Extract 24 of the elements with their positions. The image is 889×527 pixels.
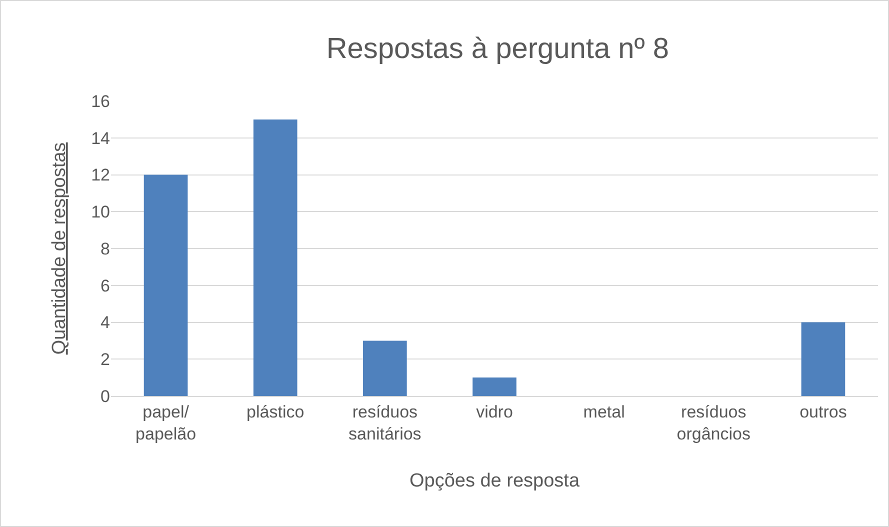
- x-tick-label: papel/papelão: [136, 402, 196, 444]
- bar: [363, 340, 407, 396]
- y-tick-label: 12: [91, 166, 110, 185]
- bar: [801, 322, 846, 396]
- y-tick-label: 0: [100, 386, 110, 406]
- x-tick-label: outros: [800, 402, 847, 422]
- y-tick-label: 8: [100, 239, 110, 258]
- y-tick-label: 14: [91, 128, 110, 148]
- y-tick-label: 6: [100, 276, 110, 296]
- x-tick-label: plástico: [246, 402, 304, 422]
- y-axis-title: Quantidade de respostas: [48, 142, 70, 355]
- y-tick-label: 2: [100, 350, 110, 370]
- bar: [253, 119, 298, 396]
- bar: [472, 378, 516, 396]
- x-tick-label: vidro: [476, 402, 513, 422]
- x-tick-label: metal: [583, 402, 625, 422]
- x-axis-title: Opções de resposta: [409, 470, 580, 492]
- y-tick-label: 10: [91, 202, 110, 222]
- bar: [144, 174, 188, 396]
- x-tick-label: resíduos sanitários: [348, 402, 422, 444]
- y-tick-label: 16: [91, 92, 110, 111]
- chart-title: Respostas à pergunta nº 8: [326, 33, 670, 66]
- x-tick-label: resíduos orgâncios: [676, 402, 750, 444]
- y-tick-label: 4: [100, 313, 110, 332]
